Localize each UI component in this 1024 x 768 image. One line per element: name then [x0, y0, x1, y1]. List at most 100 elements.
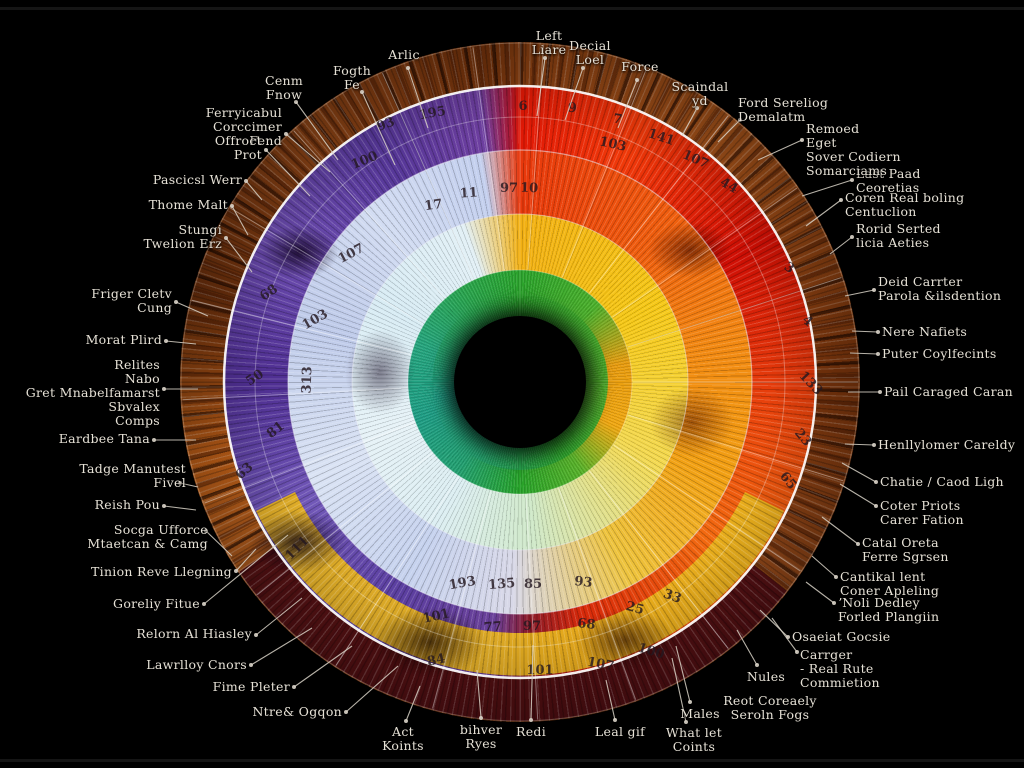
callout-label: Tadge Manutest Fivel [79, 461, 186, 490]
callout-label: Goreliy Fitue [113, 596, 200, 611]
leader-dot [244, 179, 248, 183]
ring-number: 103 [598, 134, 628, 154]
leader-dot [684, 720, 688, 724]
callout-label: Pascicsl Werr [152, 172, 242, 187]
callout-label: Cantikal lent Coner Apleling [840, 569, 940, 598]
leader-dot [876, 352, 880, 356]
ring-number: 77 [483, 619, 502, 635]
leader-line [345, 665, 399, 713]
iris-chart [180, 42, 860, 722]
leader-line [805, 199, 842, 227]
grid-spoke [589, 470, 729, 649]
leader-dot [224, 236, 228, 240]
callout-label: Remoed Eget Sover Codiern Somarciams [806, 121, 901, 178]
leader-line [681, 107, 698, 137]
ring-outlines [180, 42, 860, 722]
leader-line [839, 483, 877, 507]
leader-line [841, 462, 877, 483]
leader-line [811, 555, 837, 578]
ring-number: 84 [426, 651, 447, 669]
callout-label: Coter Priots Carer Fation [880, 498, 964, 527]
callout-label: Puter Coylfecints [882, 346, 997, 361]
leader-line [536, 57, 546, 117]
leader-line [771, 617, 798, 653]
leader-dot [878, 390, 882, 394]
leader-dot [635, 78, 639, 82]
leader-dot [264, 148, 268, 152]
leader-dot [249, 663, 253, 667]
callout-label: Reish Pou [94, 497, 160, 512]
callout-label: Last Paad Ceoretias [856, 166, 921, 195]
grid-spoke [589, 115, 729, 294]
callout-label: Fime Pleter [212, 679, 290, 694]
callout-label: Nere Nafiets [882, 324, 968, 339]
leader-dot [294, 100, 298, 104]
grid-spoke [558, 488, 637, 700]
ring-number: 93 [375, 115, 397, 135]
leader-line [829, 236, 853, 255]
leader-dot [284, 132, 288, 136]
grid-spoke [525, 494, 539, 720]
callout-label: Ferryicabul Corccimer Fend [205, 105, 282, 148]
leader-dot [874, 504, 878, 508]
callout-label: Left Liare [531, 28, 567, 57]
leader-dot [800, 138, 804, 142]
callout-label: Relorn Al Hiasley [136, 626, 252, 641]
leader-line [605, 679, 616, 721]
grid-spoke [293, 130, 445, 299]
leader-dot [230, 204, 234, 208]
callout-label: Pail Caraged Caran [884, 384, 1013, 399]
leader-dot [162, 387, 166, 391]
leader-dot [874, 480, 878, 484]
leader-dot [406, 66, 410, 70]
leader-line [295, 101, 339, 161]
leader-dot [856, 542, 860, 546]
grid-spoke [432, 491, 492, 709]
leader-line [205, 530, 233, 557]
ring-number: 9 [567, 101, 577, 117]
scan-artifact-bottom [0, 759, 1024, 762]
leader-dot [832, 601, 836, 605]
leader-dot [872, 443, 876, 447]
grid-spoke [527, 44, 545, 270]
leader-line [265, 149, 311, 197]
leader-dot [876, 330, 880, 334]
callout-label: Chatie / Caod Ligh [880, 474, 1004, 489]
callout-label: Leal gif [594, 724, 646, 739]
leader-dot [202, 602, 206, 606]
leader-dot [543, 56, 547, 60]
ring-number: 7 [612, 111, 624, 127]
leader-line [235, 548, 257, 572]
callout-label: ʼNoli Dedley Forled Plangiin [838, 595, 940, 624]
callout-label: Offroct Prot [214, 133, 262, 162]
callout-label: Stungi Twelion Erz [143, 222, 222, 251]
callout-label: Carrger - Real Rute Commietion [800, 647, 880, 690]
grid-spoke [230, 207, 424, 325]
ring-number: 17 [424, 197, 444, 214]
callout-label: Friger Cletv Cung [91, 286, 172, 315]
callout-label: Ntre& Ogqon [252, 704, 342, 719]
grid-spoke [382, 73, 475, 279]
leader-dot [850, 178, 854, 182]
ring-number: 107 [586, 655, 615, 674]
leader-line [163, 505, 197, 511]
callout-label: Reot Coreaely Seroln Fogs [723, 693, 817, 722]
leader-lines [152, 56, 882, 724]
leader-line [361, 91, 396, 166]
callout-label: Osaeiat Gocsie [792, 629, 891, 644]
ring-number: 97 [500, 181, 518, 196]
grid-spoke [257, 452, 433, 596]
leader-line [203, 534, 289, 605]
leader-dot [254, 633, 258, 637]
leader-dot [404, 719, 408, 723]
grid-spoke [627, 277, 842, 348]
callout-label: Scaindal yd [671, 79, 729, 108]
leader-line [407, 67, 429, 129]
leader-line [851, 330, 879, 333]
leader-line [617, 79, 638, 129]
ring-number: 6 [518, 99, 527, 114]
leader-dot [234, 569, 238, 573]
ring-number: 33 [661, 587, 683, 607]
